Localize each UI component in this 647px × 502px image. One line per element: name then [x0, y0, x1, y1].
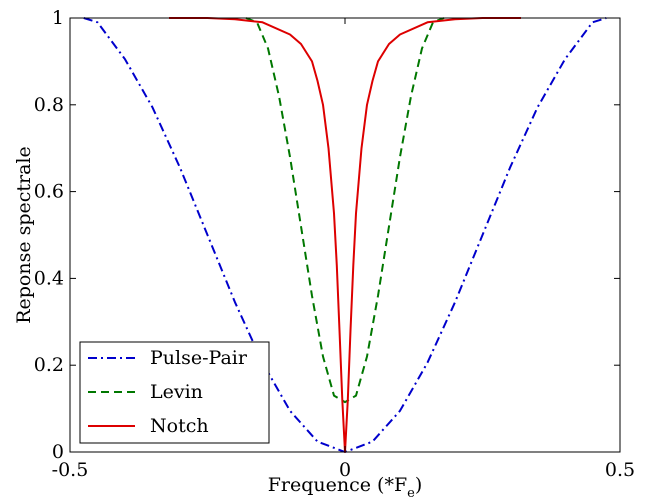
legend-label-notch: Notch [150, 415, 209, 437]
x-tick-label: 0.5 [605, 459, 635, 481]
legend-label-pulse-pair: Pulse-Pair [150, 347, 248, 369]
x-axis-label-close: ) [415, 474, 422, 496]
y-tick-label: 0 [52, 441, 64, 463]
x-tick-label: 0 [339, 459, 351, 481]
x-axis-label-main: Frequence (*F [268, 474, 407, 496]
y-tick-label: 0.2 [34, 354, 64, 376]
y-tick-label: 0.4 [34, 267, 64, 289]
y-tick-label: 0.8 [34, 94, 64, 116]
axes-layer: -0.5 0 0.500.20.40.60.81 [34, 7, 635, 481]
legend: Pulse-Pair Levin Notch [79, 341, 270, 444]
series-line-levin [245, 17, 445, 404]
legend-items: Pulse-Pair Levin Notch [88, 347, 248, 437]
legend-label-levin: Levin [150, 381, 203, 403]
x-axis-label-sub: e [407, 486, 415, 501]
y-axis-label: Reponse spectrale [13, 146, 35, 324]
y-tick-label: 1 [52, 7, 64, 29]
x-axis-label: Frequence (*Fe) [268, 474, 423, 501]
x-tick-label: -0.5 [52, 459, 89, 481]
y-tick-label: 0.6 [34, 181, 64, 203]
